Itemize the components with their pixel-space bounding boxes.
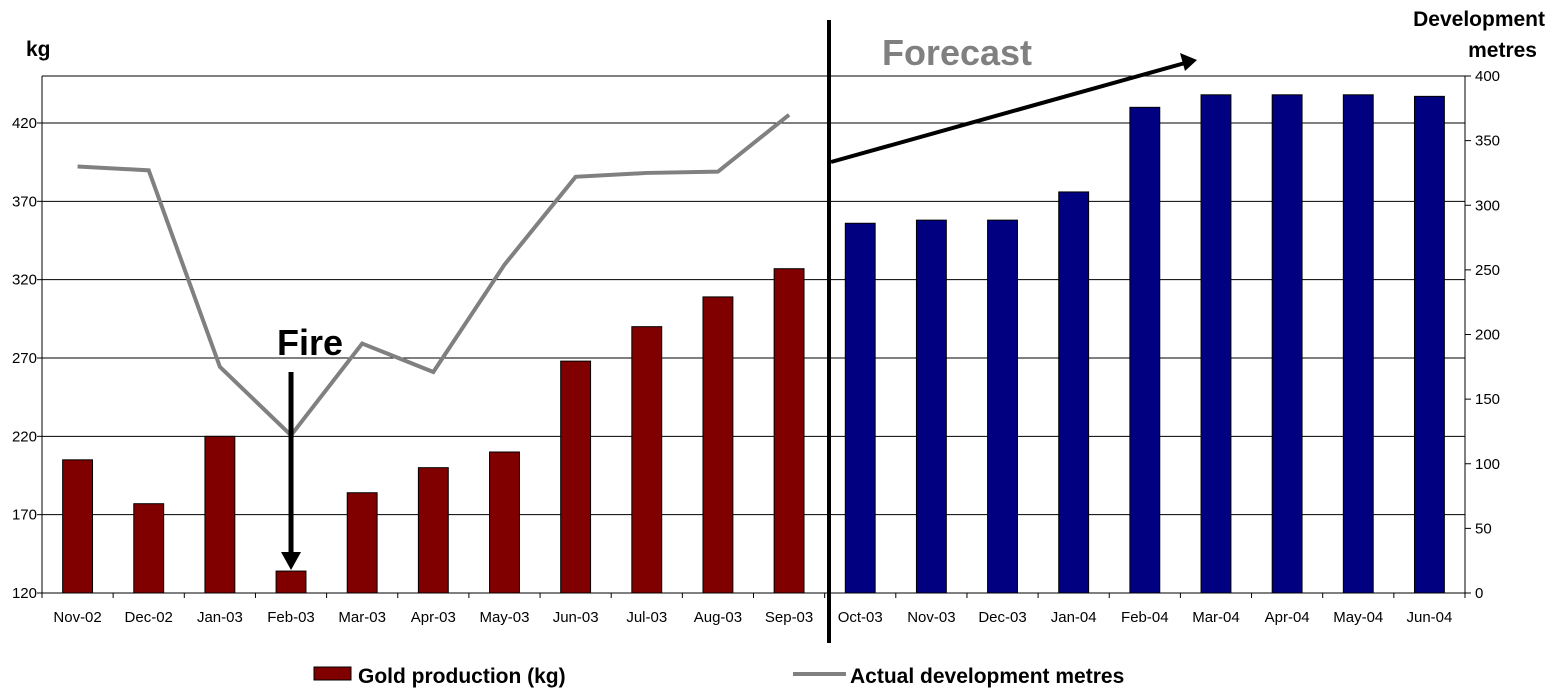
- right-tick-label: 300: [1475, 197, 1500, 214]
- bar-Apr-03: [417, 467, 449, 594]
- right-tick-label: 250: [1475, 262, 1500, 279]
- line-group: [77, 113, 791, 439]
- left-tick-label: 120: [12, 585, 37, 602]
- left-tick-label: 170: [12, 507, 37, 524]
- bar-Dec-03: [987, 219, 1018, 594]
- x-tick-label: Jun-04: [1406, 609, 1452, 626]
- x-tick-label: Sep-03: [765, 609, 813, 626]
- bar-Jul-03: [631, 326, 663, 594]
- bar-Dec-02: [133, 503, 165, 594]
- left-tick-label: 220: [12, 428, 37, 445]
- x-tick-label: Jul-03: [626, 609, 667, 626]
- fire-arrow-head: [281, 552, 302, 570]
- bar-Jun-03: [560, 360, 592, 594]
- x-tick-label: May-04: [1333, 609, 1383, 626]
- x-tick-label: Apr-04: [1265, 609, 1310, 626]
- x-tick-label: Mar-04: [1192, 609, 1240, 626]
- gridlines: [42, 75, 1465, 516]
- right-tick-label: 200: [1475, 327, 1500, 344]
- bar-Feb-03: [275, 570, 307, 594]
- fire-label: Fire: [277, 322, 343, 363]
- bar-Mar-04: [1200, 94, 1232, 594]
- forecast-arrow-head: [1180, 53, 1197, 71]
- bar-Apr-04: [1271, 94, 1303, 594]
- bar-Nov-02: [62, 459, 94, 594]
- right-axis-title-line2: metres: [1468, 39, 1537, 62]
- legend-label-gold-production: Gold production (kg): [358, 665, 566, 688]
- x-tick-label: Jan-03: [197, 609, 243, 626]
- left-tick-label: 320: [12, 272, 37, 289]
- bar-May-04: [1342, 94, 1374, 594]
- right-axis-title-line1: Development: [1413, 8, 1545, 31]
- x-tick-label: Nov-03: [907, 609, 955, 626]
- bar-Aug-03: [702, 296, 734, 594]
- x-tick-label: Jun-03: [553, 609, 599, 626]
- x-tick-label: Jan-04: [1051, 609, 1097, 626]
- bar-Mar-03: [346, 492, 378, 594]
- bars-group: [62, 94, 1445, 594]
- forecast-arrow-shaft: [830, 61, 1186, 164]
- legend: Gold production (kg) Actual development m…: [313, 665, 1124, 688]
- left-tick-label: 370: [12, 193, 37, 210]
- right-tick-label: 350: [1475, 133, 1500, 150]
- bar-May-03: [489, 451, 520, 594]
- annotations: Fire Forecast: [277, 20, 1197, 643]
- legend-swatch-gold-production: [313, 666, 352, 681]
- left-axis-title: kg: [26, 38, 51, 61]
- forecast-label: Forecast: [882, 32, 1032, 73]
- bar-Sep-03: [773, 268, 805, 594]
- x-tick-label: Dec-03: [978, 609, 1026, 626]
- x-tick-label: Dec-02: [125, 609, 173, 626]
- bar-Feb-04: [1129, 106, 1161, 594]
- bar-Jan-04: [1058, 191, 1090, 594]
- x-tick-label: Feb-03: [267, 609, 315, 626]
- bar-Jun-04: [1413, 95, 1445, 594]
- line-actual-development-metres: [77, 113, 791, 439]
- right-tick-label: 400: [1475, 68, 1500, 85]
- x-tick-label: Apr-03: [411, 609, 456, 626]
- axes: 120 170 220 270 320 370 420 0 50 100 150 200 250 300 3…: [12, 8, 1545, 626]
- bar-Nov-03: [915, 219, 947, 594]
- right-tick-label: 150: [1475, 391, 1500, 408]
- left-tick-label: 270: [12, 350, 37, 367]
- bar-Jan-03: [204, 435, 236, 594]
- right-tick-label: 0: [1475, 585, 1483, 602]
- right-tick-label: 50: [1475, 520, 1492, 537]
- x-tick-label: Mar-03: [338, 609, 386, 626]
- bar-Oct-03: [844, 222, 876, 594]
- right-tick-label: 100: [1475, 456, 1500, 473]
- x-tick-label: Feb-04: [1121, 609, 1169, 626]
- left-tick-label: 420: [12, 115, 37, 132]
- x-tick-label: Nov-02: [53, 609, 101, 626]
- x-tick-label: May-03: [479, 609, 529, 626]
- x-tick-label: Aug-03: [694, 609, 742, 626]
- legend-label-development-metres: Actual development metres: [850, 665, 1124, 688]
- x-tick-label: Oct-03: [838, 609, 883, 626]
